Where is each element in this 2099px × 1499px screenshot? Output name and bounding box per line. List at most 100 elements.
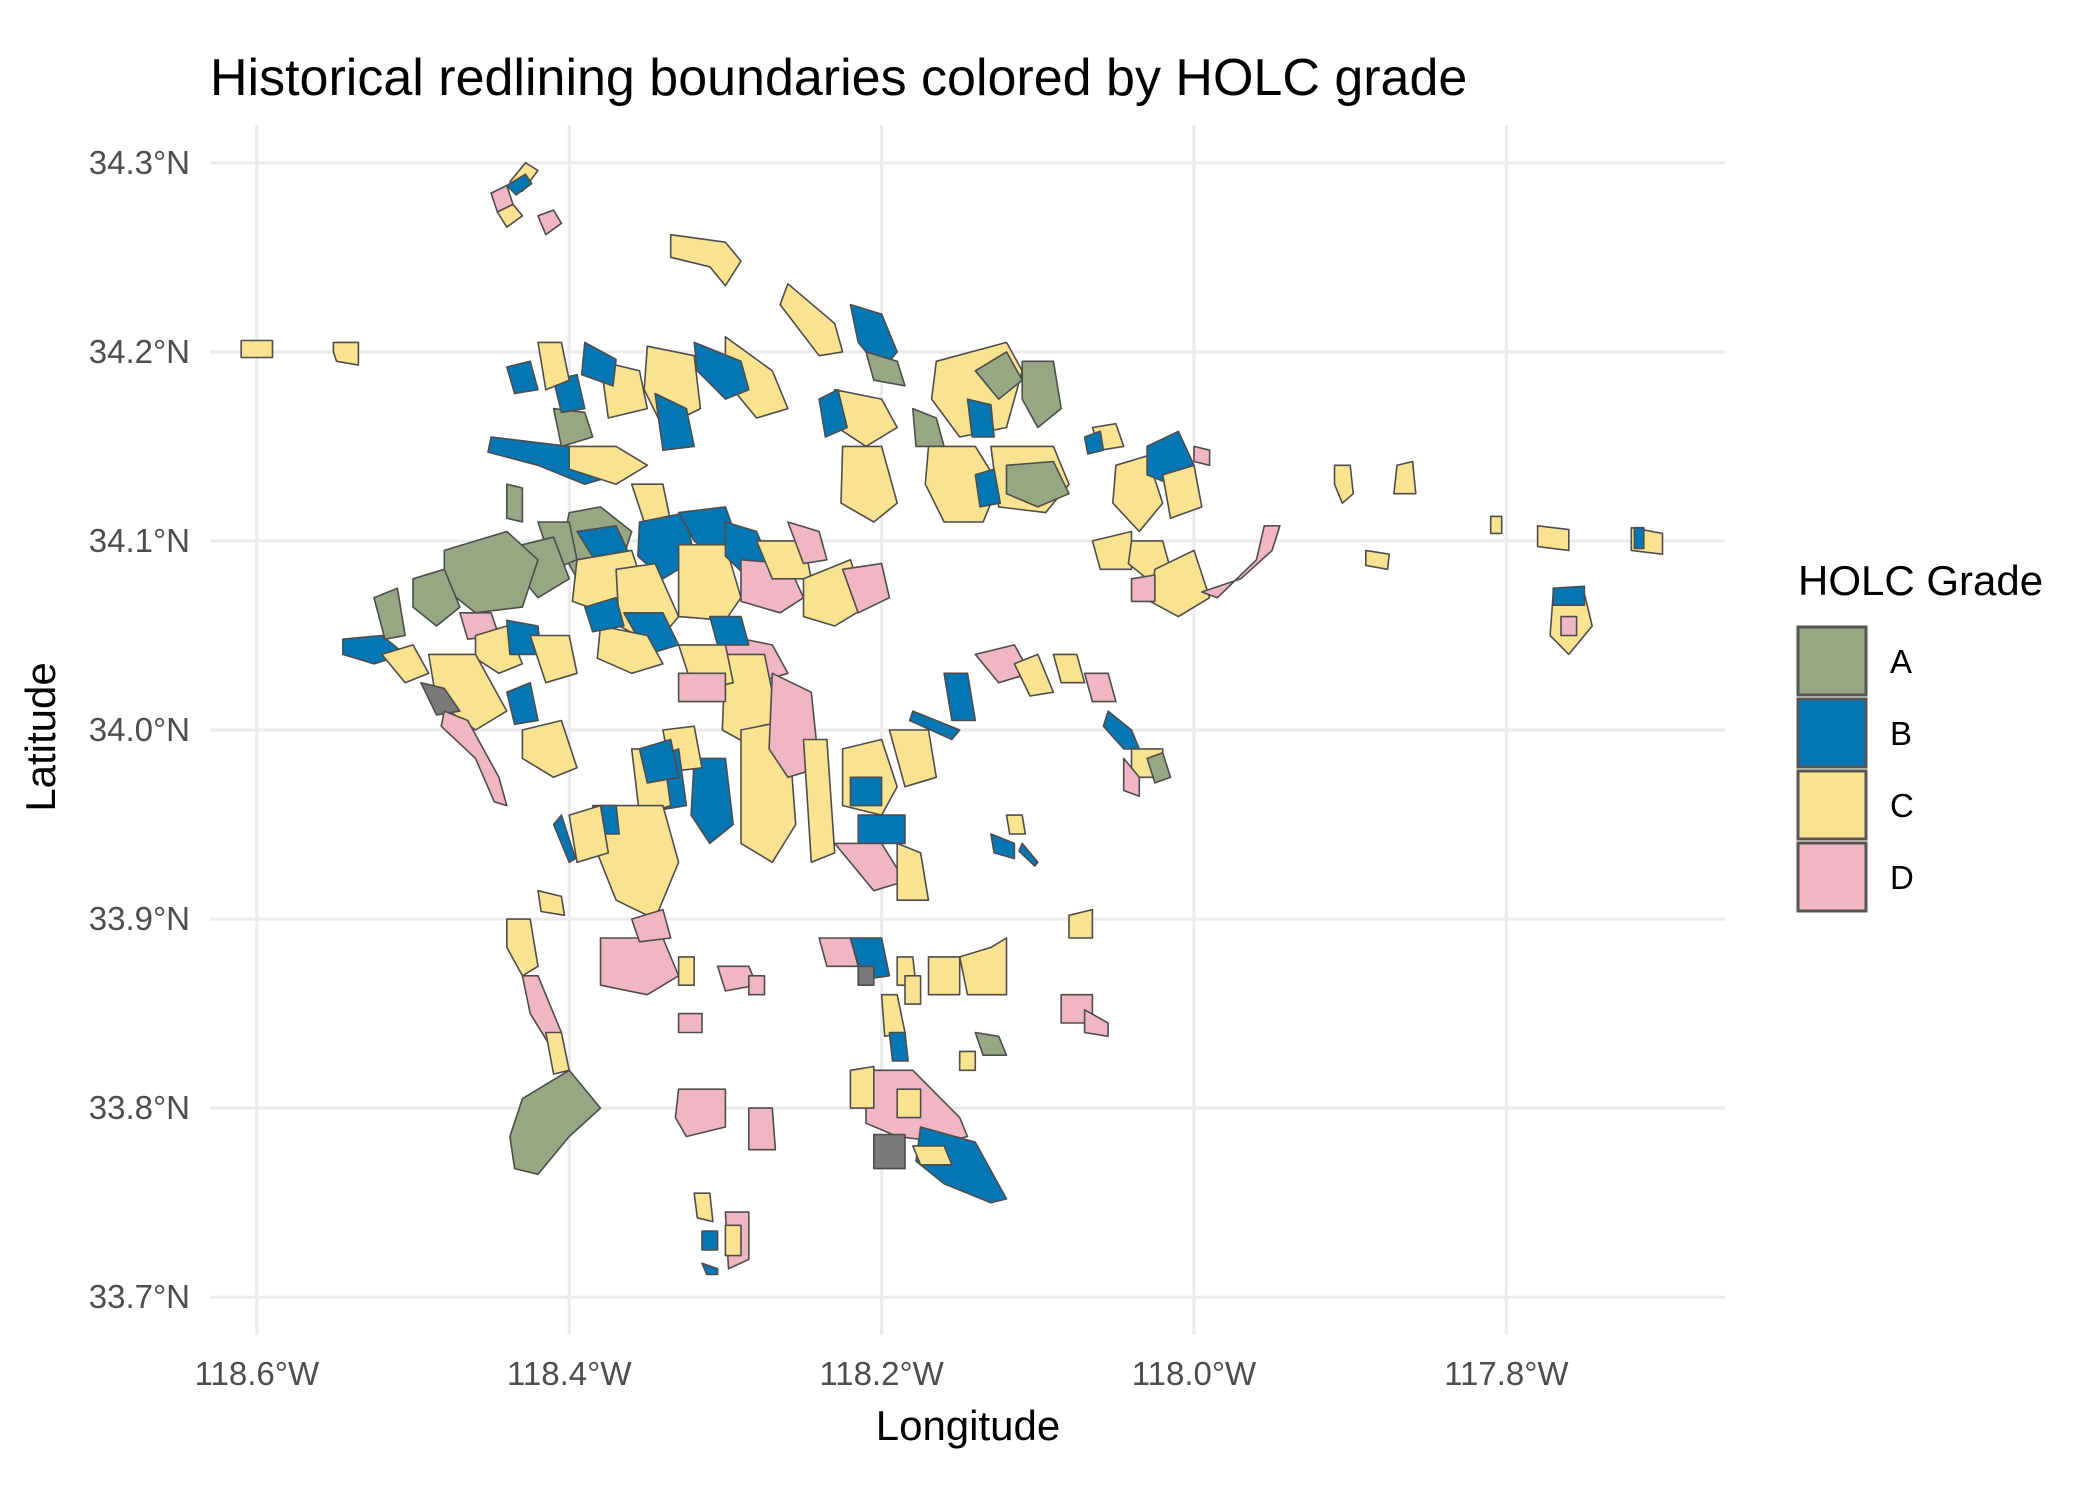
holc-region-grade-c bbox=[380, 644, 430, 684]
holc-region-grade-b bbox=[583, 596, 625, 633]
holc-region-grade-b bbox=[857, 814, 906, 845]
holc-region-grade-c bbox=[1005, 814, 1027, 835]
x-tick-label: 118.4°W bbox=[507, 1355, 632, 1392]
legend-label-b: B bbox=[1890, 715, 1912, 752]
holc-region-grade-c bbox=[1161, 464, 1203, 520]
holc-region-grade-d bbox=[833, 842, 906, 892]
holc-region-grade-b bbox=[505, 681, 539, 726]
holc-region-grade-c bbox=[880, 993, 906, 1038]
holc-region-grade-b bbox=[654, 392, 696, 452]
holc-region-grade-a bbox=[552, 407, 594, 448]
holc-region-grade-c bbox=[958, 1050, 977, 1072]
holc-region-grade-d bbox=[1130, 574, 1156, 603]
holc-region-grade-c bbox=[568, 445, 649, 486]
holc-region-grade-b bbox=[701, 1230, 719, 1251]
holc-region-grade-na bbox=[420, 681, 461, 716]
holc-region-grade-b bbox=[693, 341, 750, 400]
y-tick-label: 34.0°N bbox=[89, 711, 190, 748]
holc-region-grade-c bbox=[529, 634, 578, 684]
holc-region-grade-b bbox=[990, 833, 1016, 860]
holc-region-grade-c bbox=[677, 956, 696, 987]
holc-region-grade-c bbox=[927, 956, 961, 996]
holc-region-grade-a bbox=[911, 407, 945, 448]
holc-region-grade-c bbox=[958, 937, 1008, 996]
holc-region-grade-c bbox=[1365, 549, 1390, 571]
x-tick-label: 118.0°W bbox=[1132, 1355, 1257, 1392]
holc-region-grade-b bbox=[1018, 842, 1039, 867]
holc-region-grade-b bbox=[966, 398, 995, 438]
holc-region-grade-b bbox=[701, 1262, 719, 1276]
y-tick-label: 34.1°N bbox=[89, 522, 190, 559]
holc-region-grade-c bbox=[332, 341, 360, 366]
holc-region-grade-b bbox=[505, 360, 539, 395]
holc-region-grade-d bbox=[787, 521, 828, 565]
holc-region-grade-c bbox=[568, 804, 610, 864]
holc-region-grade-c bbox=[496, 203, 524, 228]
holc-region-grade-b bbox=[580, 341, 617, 387]
holc-region-grade-b bbox=[1083, 430, 1105, 455]
holc-region-grade-c bbox=[240, 339, 274, 359]
holc-region-grade-b bbox=[818, 388, 849, 438]
legend-key-a bbox=[1796, 625, 1868, 697]
holc-region-grade-b bbox=[505, 173, 533, 196]
holc-region-grade-na bbox=[872, 1133, 906, 1170]
holc-region-grade-d bbox=[677, 1012, 703, 1034]
holc-region-grade-a bbox=[412, 568, 461, 627]
holc-region-grade-c bbox=[896, 1088, 922, 1119]
holc-region-grade-c bbox=[537, 889, 566, 917]
y-tick-label: 33.9°N bbox=[89, 900, 190, 937]
holc-region-grade-b bbox=[1633, 526, 1645, 550]
holc-polygons bbox=[240, 162, 1664, 1276]
holc-region-grade-b bbox=[1552, 585, 1586, 607]
holc-region-grade-a bbox=[373, 587, 407, 641]
legend-title: HOLC Grade bbox=[1798, 557, 2043, 604]
holc-region-grade-c bbox=[537, 341, 571, 391]
holc-region-grade-d bbox=[537, 209, 563, 236]
holc-region-grade-d bbox=[1201, 524, 1281, 599]
x-tick-label: 118.2°W bbox=[819, 1355, 944, 1392]
holc-region-grade-d bbox=[747, 1107, 777, 1151]
y-tick-label: 34.3°N bbox=[89, 144, 190, 181]
holc-region-grade-d bbox=[1083, 672, 1117, 703]
holc-region-grade-c bbox=[779, 282, 844, 357]
holc-region-grade-c bbox=[1091, 530, 1133, 571]
holc-region-grade-c bbox=[1013, 653, 1055, 697]
holc-region-grade-a bbox=[865, 351, 906, 387]
holc-region-grade-c bbox=[1489, 515, 1503, 535]
y-tick-label: 33.7°N bbox=[89, 1278, 190, 1315]
holc-region-grade-d bbox=[440, 710, 508, 807]
holc-region-grade-b bbox=[552, 814, 577, 864]
legend-label-a: A bbox=[1890, 643, 1912, 680]
holc-region-grade-c bbox=[849, 1065, 875, 1109]
holc-region-grade-c bbox=[724, 1224, 742, 1257]
holc-region-grade-d bbox=[674, 1088, 727, 1138]
holc-region-grade-d bbox=[630, 908, 672, 943]
holc-region-grade-c bbox=[596, 625, 664, 675]
holc-region-grade-d bbox=[747, 974, 766, 996]
holc-region-grade-b bbox=[849, 776, 883, 807]
x-tick-label: 118.6°W bbox=[195, 1355, 320, 1392]
holc-region-grade-b bbox=[974, 468, 1002, 508]
legend-key-c bbox=[1796, 769, 1868, 841]
legend-label-d: D bbox=[1890, 859, 1914, 896]
holc-region-grade-c bbox=[1052, 653, 1086, 684]
holc-region-grade-c bbox=[693, 1192, 714, 1223]
holc-region-grade-a bbox=[1146, 751, 1172, 784]
holc-region-grade-c bbox=[840, 445, 899, 523]
holc-region-grade-a bbox=[1021, 360, 1062, 429]
holc-region-grade-c bbox=[904, 974, 922, 1005]
chart-title: Historical redlining boundaries colored … bbox=[210, 49, 1467, 107]
x-axis-title: Longitude bbox=[876, 1402, 1061, 1449]
holc-region-grade-d bbox=[599, 937, 680, 996]
holc-region-grade-d bbox=[841, 562, 891, 614]
holc-region-grade-d bbox=[1193, 445, 1211, 467]
holc-region-grade-b bbox=[690, 757, 735, 845]
holc-region-grade-d bbox=[1122, 757, 1141, 798]
holc-region-grade-c bbox=[802, 738, 836, 864]
holc-region-grade-a bbox=[509, 1069, 602, 1176]
holc-region-grade-b bbox=[908, 710, 961, 741]
holc-region-grade-a bbox=[505, 483, 524, 523]
holc-region-grade-na bbox=[857, 965, 875, 987]
